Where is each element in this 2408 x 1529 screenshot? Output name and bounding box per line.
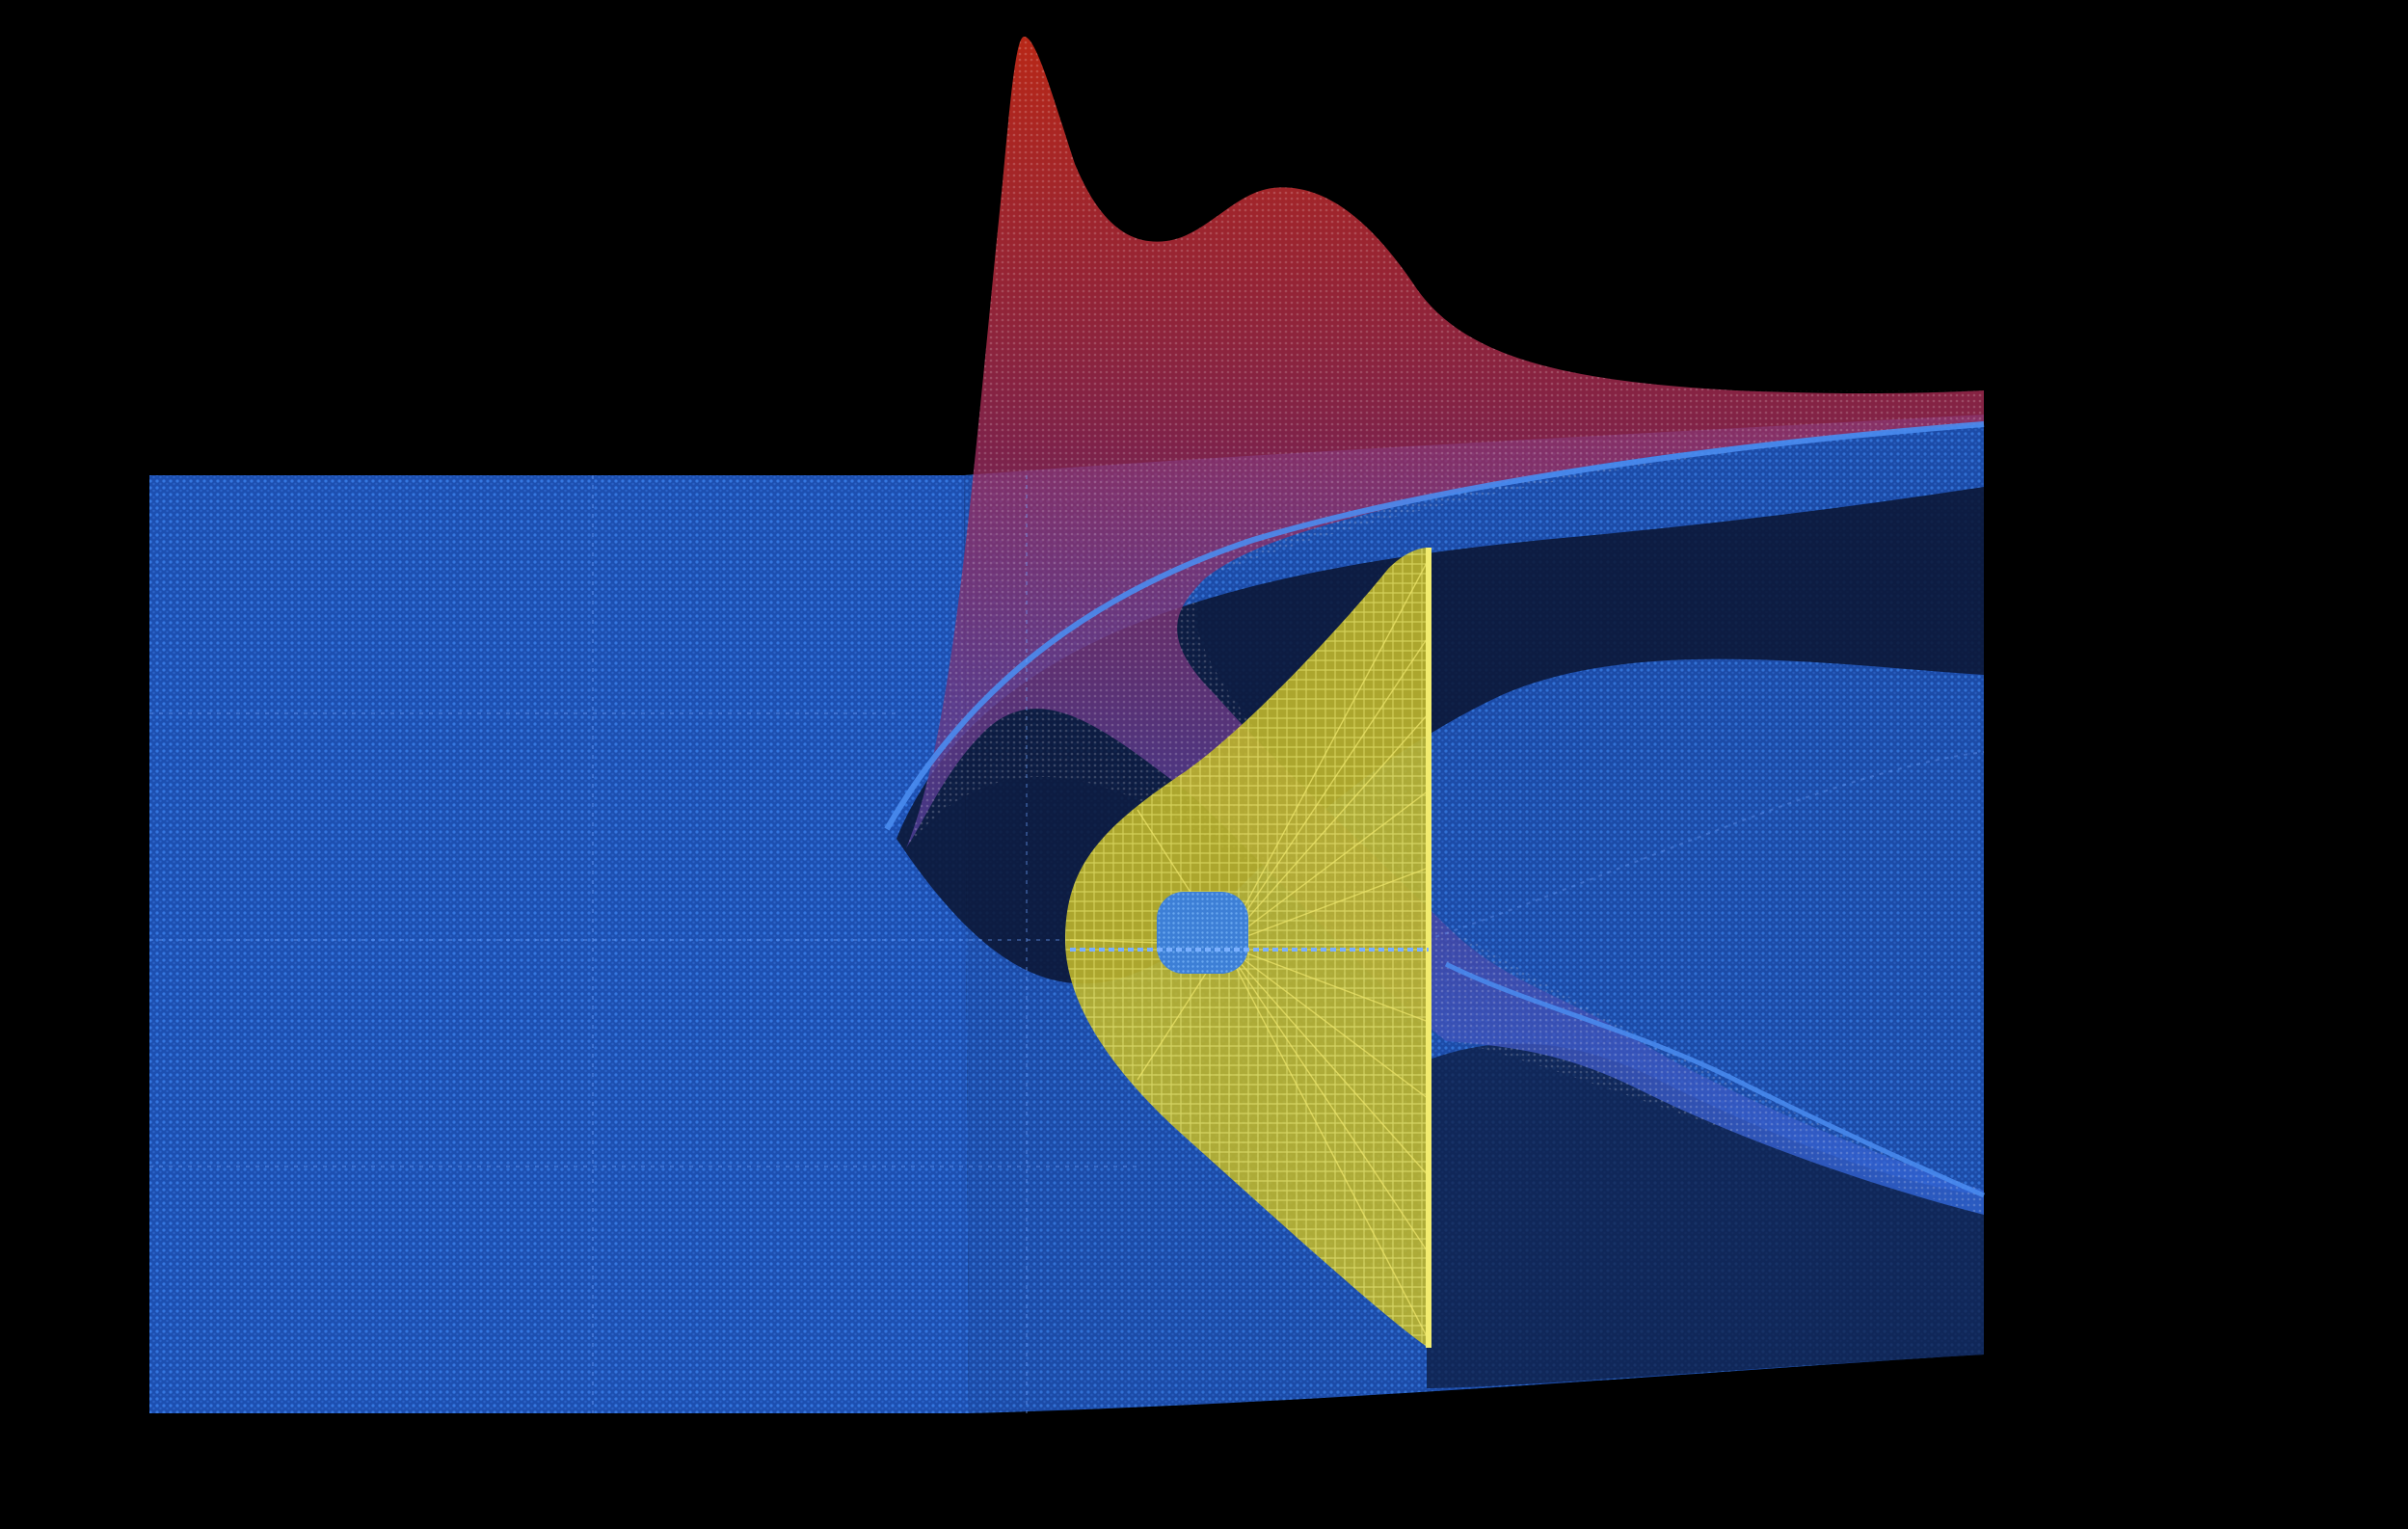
flat-sheet (149, 475, 969, 1413)
lower-fold (1427, 1043, 1984, 1388)
lower-ridge (1444, 961, 1986, 1198)
cone-spokes (1069, 558, 1430, 1341)
core-cluster (1157, 892, 1248, 974)
peaked-surface-texture (906, 36, 1984, 1215)
crest-ridge (884, 421, 1985, 831)
sheet-grid-lines (149, 475, 1985, 1413)
